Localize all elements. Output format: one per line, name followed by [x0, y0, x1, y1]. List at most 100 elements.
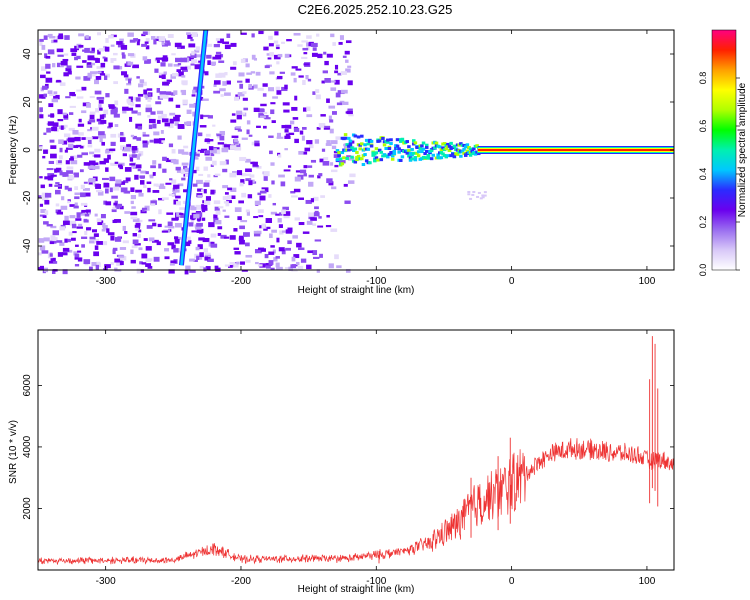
spectrogram-cell: [161, 74, 166, 80]
spectrogram-cell: [118, 181, 126, 185]
spectrogram-cell: [39, 265, 44, 270]
spectrogram-cell: [344, 50, 350, 55]
spectrogram-cell: [57, 252, 63, 257]
spectrogram-cell: [334, 79, 340, 85]
spectrogram-cell: [87, 165, 94, 169]
spectrogram-cell: [305, 199, 312, 204]
spectrogram-cell: [285, 133, 290, 137]
spectrogram-cell: [330, 140, 338, 145]
spectrogram-cell: [77, 123, 85, 127]
spectrogram-cell: [175, 195, 181, 199]
signal-cell: [386, 155, 390, 159]
spectrogram-cell: [95, 108, 100, 113]
spectrogram-cell: [82, 188, 90, 191]
spectrogram-cell: [150, 200, 157, 205]
spectrogram-cell: [171, 92, 176, 96]
spectrogram-cell: [121, 54, 126, 59]
signal-cell: [397, 150, 401, 154]
spectrogram-cell: [173, 199, 179, 205]
signal-cell: [413, 158, 418, 162]
spectrogram-cell: [60, 125, 64, 130]
spectrogram-cell: [99, 107, 103, 111]
spectrogram-cell: [314, 206, 319, 210]
spectrogram-cell: [210, 148, 217, 154]
spectrogram-cell: [167, 242, 175, 246]
spectrogram-cell: [253, 230, 259, 234]
spectrogram-cell: [234, 251, 241, 255]
spectrogram-cell: [85, 136, 93, 140]
spectrogram-cell: [277, 154, 282, 158]
spectrogram-cell: [168, 193, 175, 196]
spectrogram-cell: [301, 126, 307, 130]
spectrogram-cell: [255, 261, 259, 265]
spectrogram-cell: [147, 98, 151, 103]
spectrogram-cell: [135, 97, 141, 102]
spectrogram-cell: [74, 186, 79, 190]
spectrogram-cell: [114, 219, 121, 223]
spectrogram-cell: [122, 106, 129, 111]
spectrogram-cell: [268, 35, 273, 40]
spectrogram-cell: [284, 135, 291, 139]
spectrogram-cell: [203, 267, 207, 272]
spectrogram-cell: [155, 57, 163, 60]
spectrogram-cell: [313, 212, 320, 217]
spectrogram-cell: [308, 43, 314, 47]
spectrogram-cell: [39, 203, 44, 207]
spectrogram-cell: [120, 187, 128, 193]
spectrogram-cell: [42, 155, 46, 159]
spectrogram-cell: [144, 41, 149, 44]
spectrogram-cell: [319, 158, 324, 163]
spectrogram-cell: [87, 129, 92, 132]
spectrogram-cell: [189, 269, 196, 273]
spectrogram-cell: [66, 65, 72, 69]
spectrogram-cell: [140, 170, 147, 174]
spectrogram-cell: [172, 72, 179, 77]
spectrogram-cell: [321, 80, 325, 84]
signal-cell: [420, 144, 424, 148]
spectrogram-cell: [301, 135, 305, 141]
spectrogram-cell: [262, 93, 267, 97]
signal-cell: [376, 158, 380, 162]
spectrogram-cell: [116, 41, 123, 45]
spectrogram-cell: [51, 269, 56, 274]
spectrogram-cell: [63, 72, 69, 77]
spectrogram-cell: [330, 228, 338, 232]
spectrogram-cell: [215, 220, 222, 225]
spectrogram-cell: [171, 244, 176, 250]
spectrogram-cell: [182, 200, 188, 204]
spectrogram-cell: [292, 117, 299, 120]
spectrogram-cell: [183, 145, 189, 149]
spectrogram-cell: [73, 205, 79, 209]
spectrogram-cell: [210, 233, 217, 238]
spectrogram-cell: [131, 110, 138, 114]
spectrogram-cell: [111, 209, 117, 213]
spectrogram-cell: [175, 217, 179, 221]
spectrogram-cell: [49, 139, 55, 143]
spectrogram-cell: [199, 257, 203, 260]
spectrogram-cell: [299, 130, 304, 135]
spectrogram-cell: [164, 94, 169, 99]
spectrogram-cell: [188, 240, 192, 244]
spectrogram-cell: [281, 41, 285, 44]
spectrogram-cell: [71, 223, 77, 229]
x-tick-label: -300: [96, 576, 116, 587]
spectrogram-cell: [69, 91, 76, 96]
signal-cell: [452, 144, 457, 148]
spectrogram-cell: [306, 114, 313, 118]
spectrogram-cell: [152, 123, 157, 129]
x-tick-label: -300: [96, 276, 116, 287]
spectrogram-cell: [77, 257, 83, 262]
signal-cell: [364, 159, 369, 163]
spectrogram-cell: [164, 91, 172, 96]
signal-cell: [381, 136, 385, 140]
spectrogram-cell: [105, 201, 112, 206]
spectrogram-cell: [279, 230, 284, 235]
spectrogram-cell: [160, 62, 166, 67]
spectrogram-cell: [184, 173, 192, 177]
snr-spikes: [378, 336, 659, 564]
spectrogram-cell: [312, 47, 317, 51]
spectrogram-cell: [317, 175, 321, 179]
spectrogram-cell: [217, 226, 223, 230]
spectrogram-cell: [242, 97, 248, 101]
spectrogram-cell: [86, 227, 92, 231]
